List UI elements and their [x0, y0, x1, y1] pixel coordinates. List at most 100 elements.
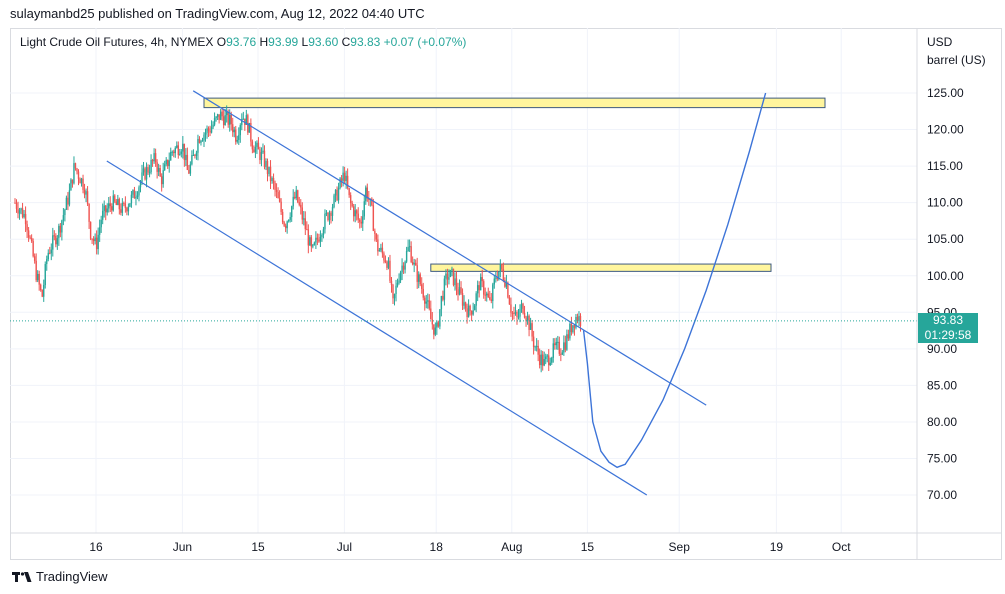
candle-body [407, 247, 409, 252]
candle-body [345, 175, 347, 182]
candle-body [418, 274, 420, 282]
candle-body [230, 114, 232, 125]
candle-body [464, 302, 467, 309]
candle-body [401, 265, 403, 273]
candle-body [378, 250, 381, 252]
candle-body [86, 191, 89, 204]
candle-body [284, 225, 287, 229]
candle-body [315, 237, 317, 243]
candle-body [138, 187, 140, 196]
candle-body [61, 220, 63, 233]
candle-body [195, 152, 198, 156]
candle-body [389, 260, 391, 281]
candle-body [126, 208, 128, 212]
candle-body [543, 359, 545, 366]
candle-body [486, 293, 488, 296]
candle-body [414, 262, 417, 266]
candle-body [265, 161, 267, 167]
candle-body [384, 260, 387, 263]
candle-body [380, 247, 382, 251]
candle-body [156, 162, 158, 172]
candle-body [292, 196, 294, 207]
candle-body [313, 242, 316, 245]
candle-body [18, 210, 21, 214]
candle-body [253, 149, 255, 153]
candle-body [173, 151, 175, 154]
candle-body [23, 213, 25, 218]
candle-body [445, 273, 447, 279]
candle-body [30, 237, 33, 242]
candle-body [405, 251, 408, 262]
price-axis[interactable]: 125.00120.00115.00110.00105.00100.0095.0… [927, 86, 964, 502]
symbol-legend: Light Crude Oil Futures, 4h, NYMEX O93.7… [20, 35, 466, 49]
candle-body [27, 230, 30, 238]
candle-body [242, 118, 245, 120]
candle-body [91, 238, 93, 240]
candle-body [410, 246, 412, 262]
candle-body [575, 316, 577, 328]
candle-body [280, 201, 282, 212]
candle-body [371, 198, 373, 206]
candle-body [451, 268, 453, 271]
candle-body [163, 164, 166, 171]
candle-body [179, 153, 181, 155]
candle-body [356, 210, 358, 214]
candle-body [254, 146, 257, 153]
candle-body [576, 316, 579, 321]
candle-body [139, 181, 142, 188]
candle-body [207, 128, 210, 131]
candle-body [29, 237, 31, 239]
candle-body [523, 312, 526, 318]
candle-body [26, 224, 28, 231]
candle-body [36, 273, 39, 281]
candle-body [133, 190, 136, 199]
candle-body [564, 342, 567, 350]
candle-body [215, 116, 217, 119]
candle-body [135, 196, 137, 199]
candle-body [424, 297, 426, 304]
candle-body [360, 221, 362, 224]
candle-body [479, 277, 482, 291]
candle-body [132, 190, 134, 195]
candle-body [248, 122, 251, 133]
candle-body [501, 264, 503, 270]
footer-brand[interactable]: TradingView [12, 569, 108, 584]
candle-body [478, 285, 480, 291]
candle-body [567, 334, 570, 339]
candle-body [88, 203, 90, 222]
candle-body [475, 293, 477, 306]
candle-body [103, 205, 105, 211]
candle-body [235, 129, 237, 142]
candle-body [430, 308, 432, 320]
candle-body [157, 168, 160, 172]
candle-body [460, 287, 462, 294]
candle-body [233, 129, 235, 133]
candle-body [351, 203, 353, 207]
candle-body [489, 297, 491, 300]
candle-body [263, 150, 266, 167]
low-value: 93.60 [308, 35, 339, 49]
candle-body [472, 310, 474, 315]
candle-body [129, 203, 131, 207]
price-tick-label: 120.00 [927, 123, 964, 137]
candle-body [213, 118, 216, 125]
time-axis[interactable]: 16 Jun 15 Jul 18 Aug 15 Sep 19 Oct [89, 540, 851, 554]
candle-body [558, 341, 561, 354]
candle-body [286, 221, 288, 229]
candle-body [392, 284, 394, 299]
candle-body [186, 154, 189, 170]
symbol-name[interactable]: Light Crude Oil Futures, 4h, NYMEX [20, 35, 214, 49]
candle-body [115, 201, 118, 205]
candle-body [229, 114, 231, 125]
candle-body [321, 234, 323, 237]
candle-body [325, 212, 328, 214]
candle-body [387, 260, 390, 268]
candle-body [463, 302, 465, 306]
candle-body [101, 210, 104, 220]
price-tick-label: 125.00 [927, 86, 964, 100]
time-tick-label: 18 [430, 540, 444, 554]
candle-body [483, 281, 485, 295]
candle-body [144, 168, 146, 180]
price-tick-label: 115.00 [927, 159, 963, 173]
